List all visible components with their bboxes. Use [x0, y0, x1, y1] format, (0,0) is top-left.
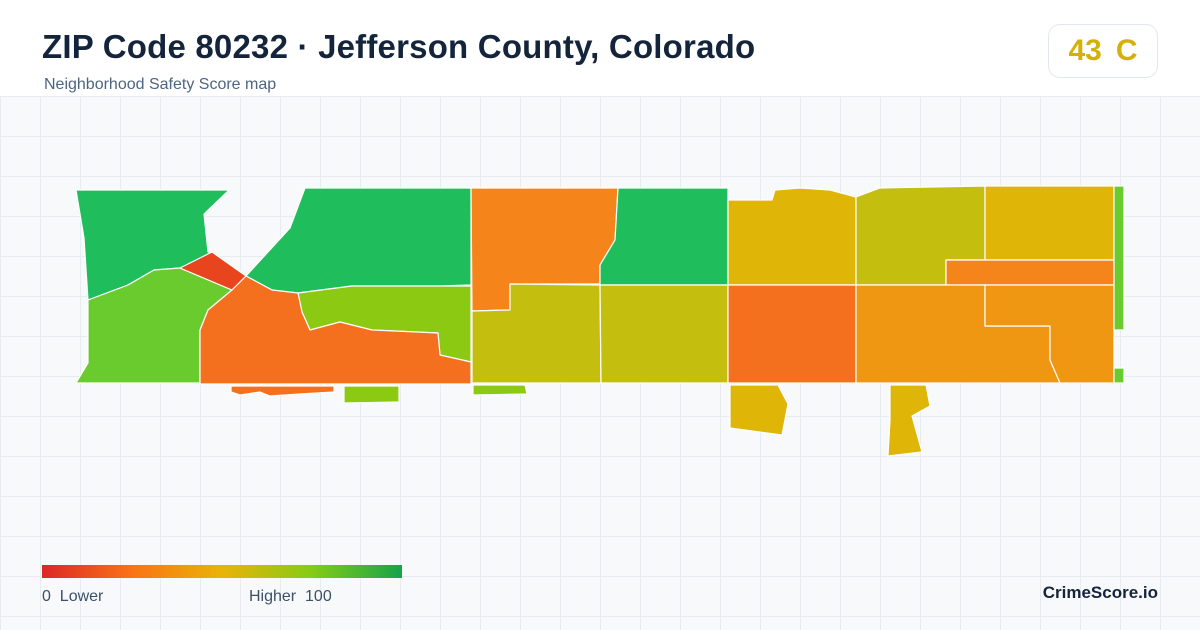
- score-grade: C: [1115, 34, 1138, 67]
- legend-min-value: 0: [42, 588, 51, 605]
- legend-max-label: Higher: [249, 588, 297, 605]
- map-region[interactable]: [727, 284, 857, 384]
- legend-max-value: 100: [305, 588, 332, 605]
- legend-min: 0 Lower: [42, 588, 103, 606]
- safety-score-badge: 43 C: [1048, 24, 1158, 78]
- header: ZIP Code 80232 · Jefferson County, Color…: [0, 0, 1200, 96]
- page-subtitle: Neighborhood Safety Score map: [44, 76, 277, 93]
- map-region[interactable]: [472, 384, 528, 396]
- map-region[interactable]: [984, 185, 1115, 261]
- map-region[interactable]: [1113, 367, 1125, 384]
- map-region[interactable]: [343, 385, 400, 404]
- map-region[interactable]: [599, 284, 729, 384]
- map-region[interactable]: [199, 275, 472, 385]
- map-region[interactable]: [1113, 185, 1125, 331]
- map-region[interactable]: [729, 384, 789, 436]
- map-region[interactable]: [230, 385, 335, 397]
- brand-name: CrimeScore.io: [1042, 583, 1158, 602]
- map-region[interactable]: [245, 187, 472, 294]
- map-region[interactable]: [945, 259, 1115, 286]
- legend-max: Higher 100: [249, 588, 332, 606]
- legend-min-label: Lower: [59, 588, 104, 605]
- map-region[interactable]: [599, 187, 729, 286]
- legend-color-scale: [42, 565, 402, 578]
- map-region[interactable]: [887, 384, 931, 457]
- map-region[interactable]: [727, 187, 857, 286]
- page-title: ZIP Code 80232 · Jefferson County, Color…: [42, 28, 756, 65]
- score-value: 43: [1068, 34, 1102, 67]
